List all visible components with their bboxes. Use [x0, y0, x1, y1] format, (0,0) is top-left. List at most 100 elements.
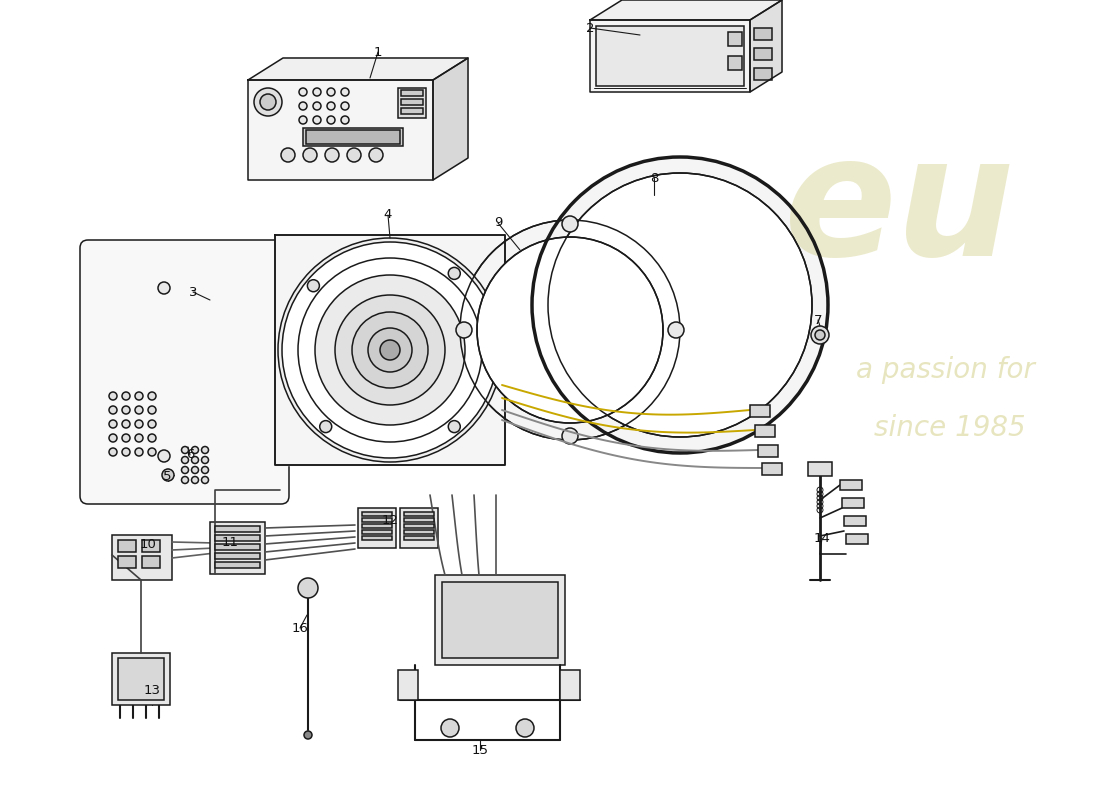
Text: a passion for: a passion for: [856, 356, 1034, 384]
FancyBboxPatch shape: [80, 240, 289, 504]
Circle shape: [135, 448, 143, 456]
Circle shape: [191, 466, 198, 474]
Circle shape: [148, 448, 156, 456]
Text: eu: eu: [784, 129, 1015, 291]
Bar: [755, 425, 775, 437]
Text: 13: 13: [143, 683, 161, 697]
Circle shape: [122, 406, 130, 414]
Bar: [596, 26, 744, 86]
Circle shape: [122, 448, 130, 456]
Circle shape: [122, 434, 130, 442]
Bar: [728, 56, 743, 70]
Circle shape: [135, 434, 143, 442]
Circle shape: [341, 88, 349, 96]
Text: 12: 12: [382, 514, 398, 526]
Circle shape: [341, 102, 349, 110]
Polygon shape: [275, 235, 505, 465]
Circle shape: [109, 434, 117, 442]
Text: 14: 14: [814, 531, 830, 545]
Bar: [402, 99, 424, 105]
Text: 4: 4: [384, 209, 393, 222]
Bar: [362, 518, 392, 522]
Bar: [404, 524, 434, 528]
Circle shape: [182, 477, 188, 483]
Circle shape: [109, 448, 117, 456]
Polygon shape: [590, 20, 750, 92]
Circle shape: [191, 457, 198, 463]
Circle shape: [314, 88, 321, 96]
Bar: [844, 516, 866, 526]
Bar: [398, 88, 426, 118]
Circle shape: [109, 420, 117, 428]
Circle shape: [532, 157, 828, 453]
Bar: [404, 518, 434, 522]
Circle shape: [327, 102, 336, 110]
Circle shape: [148, 406, 156, 414]
Text: 2: 2: [585, 22, 594, 34]
Circle shape: [307, 280, 319, 292]
Circle shape: [477, 237, 663, 423]
Bar: [758, 445, 778, 457]
Circle shape: [182, 466, 188, 474]
Circle shape: [352, 312, 428, 388]
Circle shape: [299, 116, 307, 124]
Text: 11: 11: [221, 535, 239, 549]
Bar: [306, 130, 400, 144]
Bar: [214, 562, 260, 568]
Bar: [754, 48, 772, 60]
Circle shape: [298, 578, 318, 598]
Bar: [112, 535, 172, 580]
Circle shape: [336, 295, 446, 405]
Circle shape: [314, 116, 321, 124]
Circle shape: [379, 340, 400, 360]
Bar: [118, 556, 136, 568]
Circle shape: [548, 173, 812, 437]
Bar: [402, 90, 424, 96]
Circle shape: [158, 282, 170, 294]
Text: 15: 15: [472, 743, 488, 757]
Text: 16: 16: [292, 622, 308, 634]
Circle shape: [201, 477, 209, 483]
Circle shape: [302, 148, 317, 162]
Circle shape: [182, 457, 188, 463]
Circle shape: [304, 731, 312, 739]
Circle shape: [201, 457, 209, 463]
Bar: [214, 526, 260, 532]
Circle shape: [456, 322, 472, 338]
Circle shape: [182, 446, 188, 454]
Circle shape: [516, 719, 534, 737]
Polygon shape: [750, 0, 782, 92]
Circle shape: [299, 102, 307, 110]
Circle shape: [109, 392, 117, 400]
Bar: [434, 575, 565, 665]
Circle shape: [122, 420, 130, 428]
Circle shape: [135, 420, 143, 428]
Circle shape: [280, 148, 295, 162]
Circle shape: [327, 88, 336, 96]
Bar: [118, 540, 136, 552]
Circle shape: [449, 421, 460, 433]
Circle shape: [315, 275, 465, 425]
Circle shape: [811, 326, 829, 344]
Circle shape: [368, 148, 383, 162]
Bar: [362, 536, 392, 540]
Bar: [840, 480, 862, 490]
Text: 10: 10: [140, 538, 156, 551]
Circle shape: [135, 406, 143, 414]
Text: 7: 7: [814, 314, 823, 326]
Text: 9: 9: [494, 217, 503, 230]
Text: 6: 6: [186, 449, 195, 462]
Bar: [808, 462, 832, 476]
Circle shape: [441, 719, 459, 737]
Bar: [214, 535, 260, 541]
Circle shape: [135, 392, 143, 400]
Circle shape: [562, 216, 578, 232]
Bar: [302, 128, 403, 146]
Circle shape: [346, 148, 361, 162]
Bar: [214, 553, 260, 559]
Circle shape: [278, 238, 502, 462]
Circle shape: [815, 330, 825, 340]
Bar: [112, 653, 170, 705]
Bar: [846, 534, 868, 544]
Circle shape: [341, 116, 349, 124]
